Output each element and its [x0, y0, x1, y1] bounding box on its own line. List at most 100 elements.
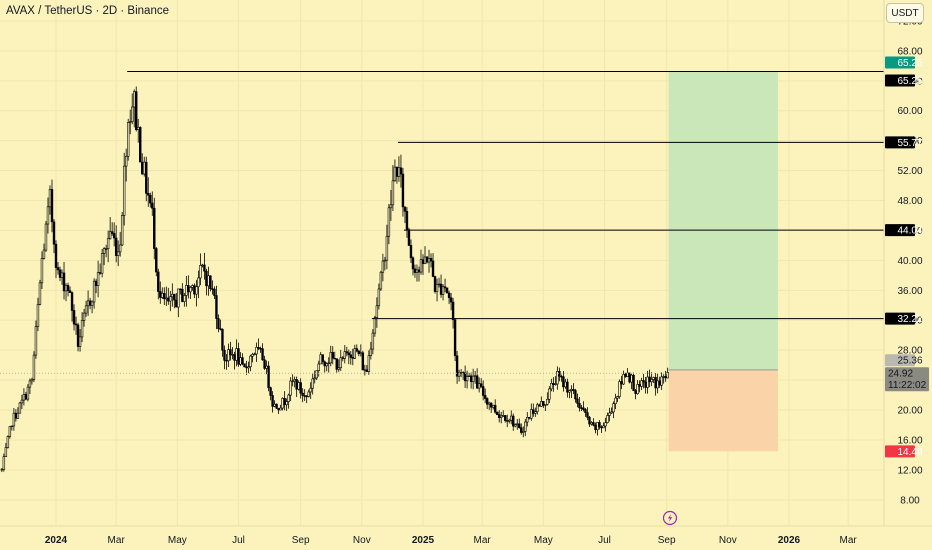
candle: [106, 230, 110, 263]
candle-body: [4, 447, 8, 457]
candle: [504, 415, 507, 423]
candle: [118, 231, 122, 257]
candle-body: [347, 352, 350, 356]
candle: [237, 342, 240, 367]
candle-body: [163, 293, 166, 300]
candle-body: [367, 355, 371, 372]
candle: [50, 179, 54, 233]
candle: [223, 345, 226, 370]
candle: [654, 373, 657, 396]
candle: [255, 342, 258, 362]
candle-body: [289, 380, 292, 396]
candle: [265, 360, 268, 375]
candle: [126, 118, 130, 161]
horizontal-levels[interactable]: [0, 70, 884, 374]
candle: [14, 409, 18, 422]
candle: [124, 148, 128, 182]
candle: [399, 154, 403, 188]
candle-body: [223, 349, 226, 361]
level-price-tag: 65.25: [897, 76, 922, 87]
candle: [22, 388, 26, 406]
candle: [395, 166, 399, 184]
candle-body: [2, 456, 6, 470]
candle: [435, 278, 439, 302]
candle-body: [443, 286, 447, 289]
candle: [425, 256, 429, 264]
candle-body: [129, 121, 132, 123]
candle-body: [102, 248, 106, 254]
candle-body: [151, 202, 154, 209]
stop-loss-zone[interactable]: [668, 369, 778, 452]
candle: [588, 416, 591, 428]
candle-body: [493, 405, 497, 413]
candle: [528, 416, 531, 420]
candle: [100, 248, 104, 278]
candle-body: [393, 166, 397, 182]
candle: [544, 403, 547, 412]
currency-button[interactable]: USDT: [886, 3, 924, 23]
candle-body: [568, 390, 571, 393]
candle: [241, 353, 244, 366]
candle-body: [371, 332, 375, 350]
candle: [520, 423, 523, 435]
candle: [122, 152, 126, 226]
candle-body: [177, 288, 180, 308]
candle-body: [325, 363, 328, 367]
candle: [610, 407, 613, 414]
candle-body: [181, 288, 184, 302]
candle-body: [44, 223, 48, 251]
candle-body: [421, 259, 425, 264]
candle-body: [60, 272, 64, 278]
candle-body: [590, 422, 593, 425]
candle: [465, 370, 469, 389]
candle: [413, 264, 417, 278]
candle: [323, 360, 326, 373]
candle-body: [207, 275, 210, 287]
candle-body: [391, 180, 395, 206]
candle-body: [185, 285, 188, 296]
candle: [287, 393, 290, 409]
price-axis-background[interactable]: [884, 0, 932, 550]
candle-body: [98, 272, 102, 274]
candle: [295, 376, 298, 397]
candle-body: [30, 379, 34, 382]
candle-body: [479, 383, 483, 387]
candle-body: [303, 395, 306, 397]
candle-body: [56, 267, 60, 271]
candle: [538, 403, 541, 407]
candle-body: [74, 323, 78, 326]
candle: [263, 355, 266, 370]
candle: [582, 401, 585, 412]
candle-body: [481, 386, 485, 396]
candle-body: [447, 292, 451, 299]
candle: [500, 411, 503, 424]
candle-body: [257, 346, 260, 349]
candle-body: [475, 375, 479, 389]
candle: [363, 364, 367, 376]
candle: [193, 283, 196, 299]
candle-body: [167, 297, 170, 302]
candle-body: [104, 248, 108, 250]
candle: [195, 280, 198, 307]
candle: [165, 286, 168, 307]
candle-body: [588, 417, 591, 425]
candle-body: [34, 326, 38, 356]
profit-zone[interactable]: [668, 71, 778, 370]
candle-body: [291, 380, 294, 383]
candle-body: [86, 300, 90, 307]
candle: [614, 393, 617, 410]
candle: [120, 211, 124, 246]
candle-body: [498, 414, 501, 418]
candle-body: [233, 354, 236, 361]
candle: [642, 373, 645, 389]
price-axis[interactable]: 8.0012.0016.0020.0024.0028.0032.0036.004…: [883, 0, 932, 550]
candle-body: [630, 374, 633, 383]
candle-body: [243, 363, 246, 368]
candle: [339, 349, 342, 372]
time-axis[interactable]: 2024 Mar May Jul Sep Nov 2025 Mar May Jul Sep Nov 20…: [0, 525, 932, 546]
candle: [592, 418, 595, 427]
long-position-tool[interactable]: [668, 71, 778, 452]
candle: [496, 411, 499, 416]
candle-body: [666, 372, 669, 379]
